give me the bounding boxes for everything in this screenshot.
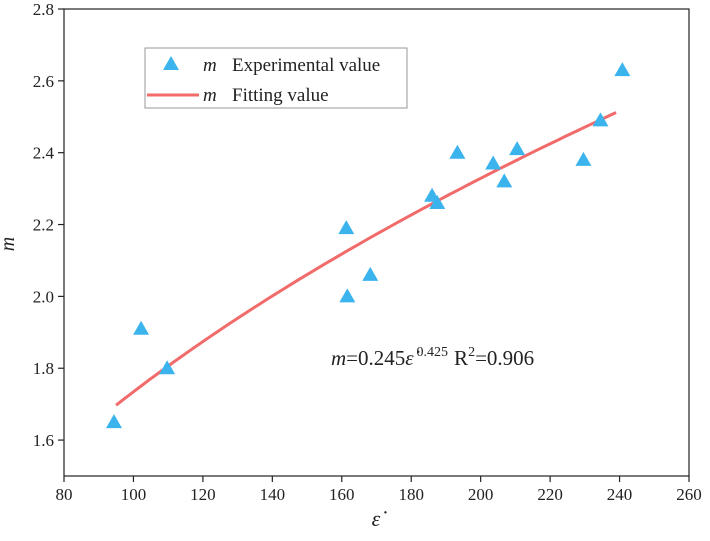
legend-label-experimental: Experimental value [232,55,380,76]
x-tick-label: 140 [260,485,286,504]
data-point-triangle [339,288,356,303]
x-tick-label: 180 [398,485,424,504]
eq-coef: =0.245 [346,346,405,370]
y-tick-label: 2.0 [33,287,54,306]
data-point-triangle [159,360,176,375]
x-axis-label: ε̇ [372,506,388,531]
x-tick-label: 200 [468,485,494,504]
x-tick-label: 260 [676,485,702,504]
x-tick-label: 120 [190,485,216,504]
eq-r-val: =0.906 [475,346,534,370]
x-tick-label: 80 [56,485,73,504]
eq-lhs: m [331,346,346,370]
data-point-triangle [485,155,502,170]
y-tick-label: 2.8 [33,0,54,19]
legend-symbol-fitting: m [203,85,217,106]
y-tick-label: 1.8 [33,359,54,378]
x-tick-label: 240 [607,485,633,504]
data-point-triangle [575,151,592,166]
eq-r-sup: 2 [468,345,475,360]
fit-equation: m=0.245ε̇ 0.425 R2=0.906 [331,345,534,370]
plot-frame [63,8,690,477]
y-tick-label: 1.6 [33,431,54,450]
data-point-triangle [496,173,513,188]
y-tick-label: 2.2 [33,216,54,235]
y-tick-label: 2.6 [33,72,54,91]
x-tick-label: 160 [329,485,355,504]
data-point-triangle [133,320,150,335]
data-point-triangle [338,220,355,235]
data-point-triangle [509,141,526,156]
fitting-curve [115,111,617,407]
legend-box [144,47,408,109]
data-point-triangle [592,112,609,127]
eq-r: R [454,346,468,370]
y-axis-label: m [0,237,19,251]
eq-exp: 0.425 [417,345,449,360]
data-point-triangle [362,266,379,281]
data-point-triangle [449,144,466,159]
data-point-triangle [106,414,122,429]
data-point-triangle [429,194,446,209]
legend-symbol-experimental: m [203,55,217,76]
data-point-triangle [614,62,631,77]
legend-triangle-marker [163,56,179,70]
x-tick-label: 220 [537,485,563,504]
y-tick-label: 2.4 [33,144,55,163]
x-tick-label: 100 [121,485,147,504]
legend-label-fitting: Fitting value [232,85,329,106]
legend: m Experimental value m Fitting value [144,47,408,109]
